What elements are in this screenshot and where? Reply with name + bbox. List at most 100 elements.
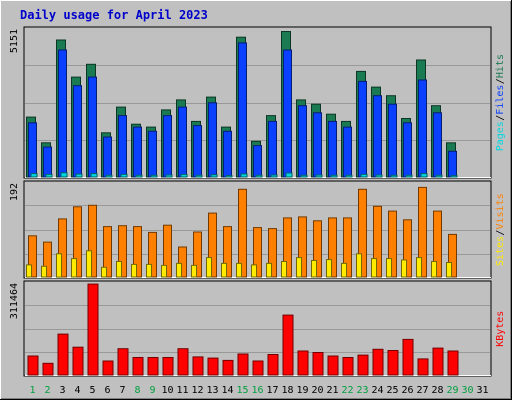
bar-visits-day-23 xyxy=(358,188,367,278)
bar-visits-day-1 xyxy=(28,235,37,278)
bar-kbytes-day-2 xyxy=(42,362,54,376)
bar-sites-day-9 xyxy=(146,263,152,278)
bar-pages-day-26 xyxy=(405,174,413,178)
bar-sites-day-15 xyxy=(236,262,242,278)
bar-pages-day-6 xyxy=(105,174,113,178)
bar-kbytes-day-12 xyxy=(192,356,204,376)
bar-kbytes-day-26 xyxy=(402,338,414,376)
series-kbytes xyxy=(27,283,459,376)
x-tick-label-9: 9 xyxy=(149,385,155,396)
bar-sites-day-19 xyxy=(296,257,302,278)
bar-sites-day-16 xyxy=(251,264,257,278)
bar-files-day-16 xyxy=(253,145,262,178)
bar-pages-day-16 xyxy=(255,174,263,178)
bar-pages-day-28 xyxy=(435,174,443,178)
legend-separator: / xyxy=(495,78,506,84)
x-tick-label-28: 28 xyxy=(431,385,443,396)
bar-pages-day-10 xyxy=(165,174,173,178)
bar-files-day-22 xyxy=(343,126,352,178)
bar-sites-day-13 xyxy=(206,257,212,278)
bar-pages-day-24 xyxy=(375,174,383,178)
bar-kbytes-day-18 xyxy=(282,314,294,376)
bar-visits-day-5 xyxy=(88,204,97,278)
bar-sites-day-18 xyxy=(281,261,287,278)
bar-visits-day-14 xyxy=(223,226,232,278)
bar-pages-day-12 xyxy=(195,174,203,178)
x-tick-label-22: 22 xyxy=(341,385,353,396)
bar-kbytes-day-20 xyxy=(312,352,324,376)
bar-files-day-29 xyxy=(448,150,457,178)
x-tick-label-19: 19 xyxy=(296,385,308,396)
bar-visits-day-17 xyxy=(268,228,277,278)
bar-files-day-24 xyxy=(373,95,382,178)
x-tick-label-24: 24 xyxy=(371,385,383,396)
bar-pages-day-20 xyxy=(315,174,323,178)
bar-pages-day-13 xyxy=(210,174,218,178)
bar-kbytes-day-14 xyxy=(222,359,234,376)
series-visits xyxy=(28,186,457,278)
bar-sites-day-1 xyxy=(26,264,32,278)
legend-entry-hits: Hits xyxy=(495,54,506,78)
bar-pages-day-5 xyxy=(90,173,98,178)
bar-files-day-3 xyxy=(58,49,67,178)
legend-top: Pages/Files/Hits xyxy=(495,54,506,151)
bar-visits-day-19 xyxy=(298,216,307,278)
bar-visits-day-7 xyxy=(118,225,127,278)
bar-sites-day-3 xyxy=(56,253,62,278)
bar-kbytes-day-28 xyxy=(432,347,444,376)
bar-visits-day-8 xyxy=(133,226,142,278)
x-tick-label-26: 26 xyxy=(401,385,413,396)
bar-visits-day-4 xyxy=(73,206,82,278)
bar-files-day-1 xyxy=(28,122,37,178)
bar-pages-day-3 xyxy=(60,172,68,178)
chart-title: Daily usage for April 2023 xyxy=(20,8,208,22)
bar-sites-day-27 xyxy=(416,257,422,278)
bar-sites-day-26 xyxy=(401,259,407,278)
bar-files-day-27 xyxy=(418,79,427,178)
bar-visits-day-27 xyxy=(418,186,427,278)
bar-pages-day-8 xyxy=(135,174,143,178)
x-tick-label-18: 18 xyxy=(281,385,293,396)
bar-visits-day-24 xyxy=(373,205,382,278)
x-tick-label-10: 10 xyxy=(161,385,173,396)
bar-pages-day-25 xyxy=(390,174,398,178)
bar-visits-day-29 xyxy=(448,233,457,278)
bar-kbytes-day-6 xyxy=(102,360,114,376)
bar-files-day-20 xyxy=(313,112,322,178)
bar-pages-day-21 xyxy=(330,174,338,178)
x-tick-label-16: 16 xyxy=(251,385,263,396)
x-tick-label-4: 4 xyxy=(74,385,80,396)
bar-visits-day-10 xyxy=(163,224,172,278)
bar-sites-day-4 xyxy=(71,258,77,278)
legend-entry-files: Files xyxy=(495,85,506,115)
bar-files-day-13 xyxy=(208,102,217,178)
bar-sites-day-29 xyxy=(446,262,452,278)
x-axis-labels: 1 2 3 4 5 6 7 8 9 10 11 12 13 14 15 16 17 18 19 20 21 22 23 24 2… xyxy=(29,385,488,396)
bar-files-day-14 xyxy=(223,130,232,178)
bar-visits-day-16 xyxy=(253,227,262,278)
bar-files-day-12 xyxy=(193,125,202,178)
bar-kbytes-day-7 xyxy=(117,348,129,376)
chart-panels: 5151Pages/Files/Hits192Sites/Visits31146… xyxy=(9,26,506,377)
x-tick-label-5: 5 xyxy=(89,385,95,396)
x-tick-label-6: 6 xyxy=(104,385,110,396)
bar-sites-day-12 xyxy=(191,264,197,278)
bar-files-day-19 xyxy=(298,105,307,178)
bar-pages-day-29 xyxy=(450,175,458,178)
bar-pages-day-19 xyxy=(300,174,308,178)
bar-kbytes-day-21 xyxy=(327,355,339,376)
bar-kbytes-day-25 xyxy=(387,350,399,376)
bar-visits-day-28 xyxy=(433,210,442,278)
bar-pages-day-27 xyxy=(420,173,428,178)
series-sites xyxy=(26,250,452,278)
x-tick-label-11: 11 xyxy=(176,385,188,396)
bar-kbytes-day-19 xyxy=(297,350,309,376)
bar-kbytes-day-23 xyxy=(357,354,369,376)
bar-kbytes-day-11 xyxy=(177,348,189,376)
legend-entry-visits: Visits xyxy=(495,193,506,229)
bar-files-day-8 xyxy=(133,126,142,178)
x-tick-label-31: 31 xyxy=(476,385,488,396)
bar-kbytes-day-22 xyxy=(342,357,354,376)
bar-files-day-6 xyxy=(103,136,112,178)
x-tick-label-13: 13 xyxy=(206,385,218,396)
